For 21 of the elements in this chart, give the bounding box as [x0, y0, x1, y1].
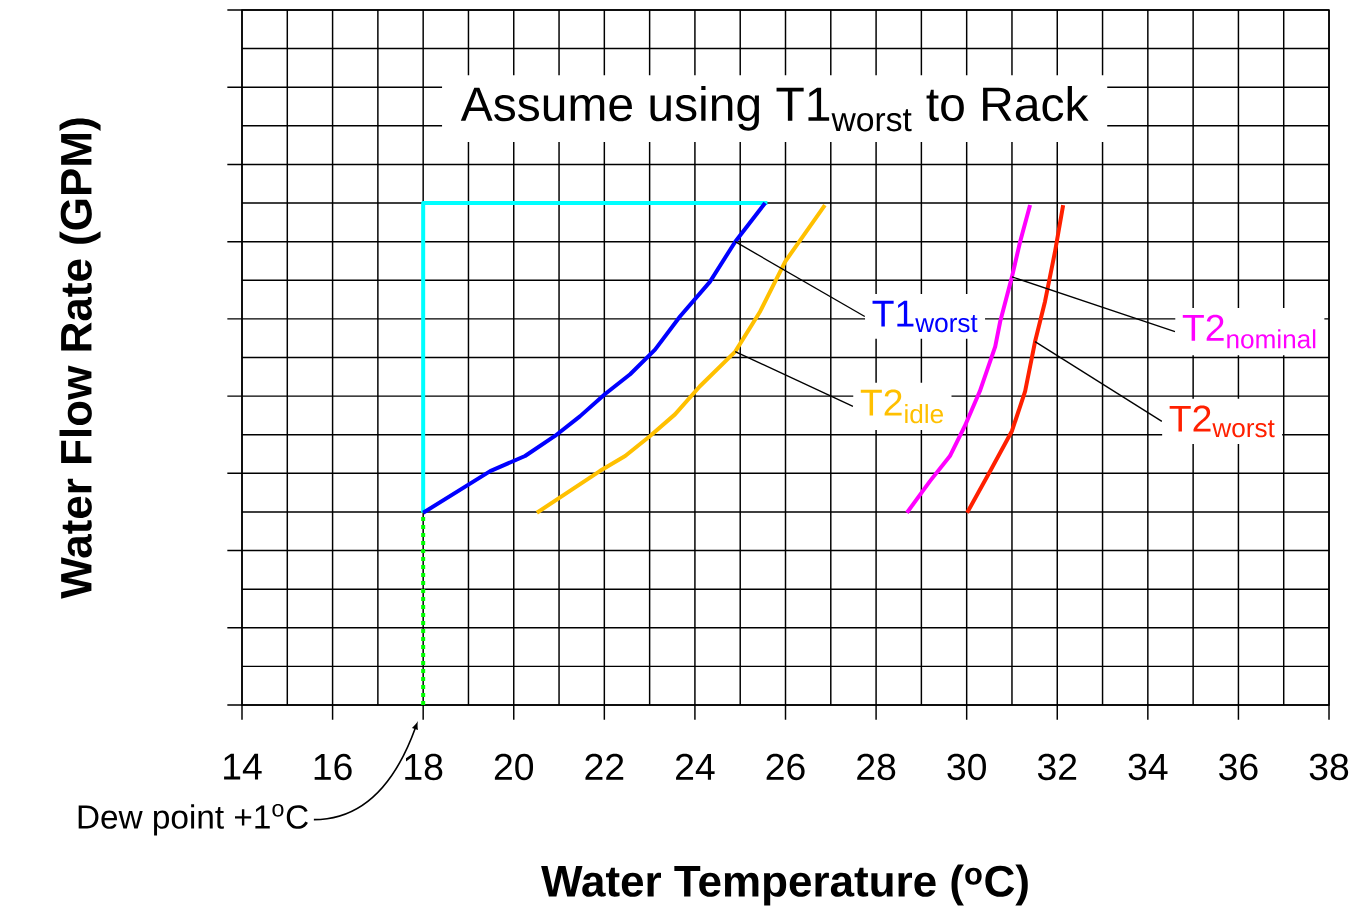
y-axis-title: Water Flow Rate (GPM): [59, 118, 101, 599]
x-axis-title: Water Temperature ($^{o}$C): [541, 864, 1028, 906]
text: T2$_{idle}$: [860, 389, 944, 424]
x-tick-label: 18: [405, 753, 443, 781]
x-tick-label: 26: [766, 753, 805, 781]
text: T2$_{worst}$: [1169, 405, 1275, 438]
x-tick-label: 16: [314, 753, 352, 781]
x-tick-label: 38: [1309, 753, 1349, 781]
x-tick-label: 30: [947, 753, 986, 781]
x-tick-label: 34: [1128, 753, 1168, 781]
x-tick-label: 20: [494, 753, 534, 781]
text: Dew point +1$^{o}$C: [78, 803, 308, 836]
x-tick-label: 32: [1037, 753, 1077, 781]
chart-title: Assume using T1$_{worst}$ to Rack: [460, 85, 1089, 132]
x-tick-label: 24: [676, 753, 715, 780]
x-tick-label: 28: [857, 753, 896, 781]
x-tick-label: 22: [585, 753, 624, 780]
text: T1$_{worst}$: [872, 300, 978, 333]
x-tick-label: 14: [224, 753, 262, 780]
text: T2$_{nominal}$: [1182, 314, 1316, 349]
x-tick-label: 36: [1219, 753, 1258, 781]
